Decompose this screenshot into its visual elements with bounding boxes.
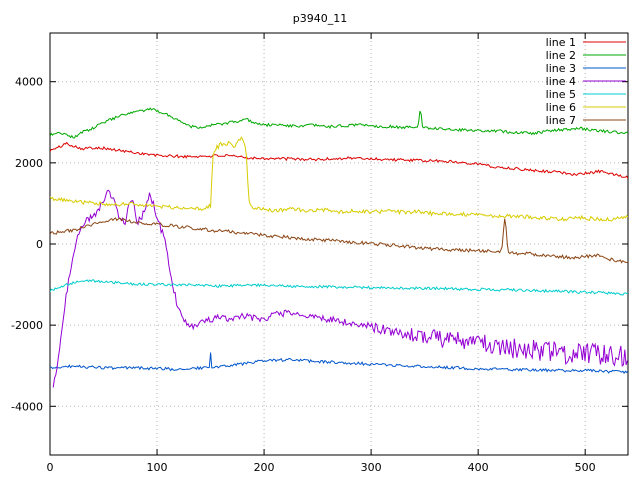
- series-line-1: [50, 141, 628, 179]
- legend-item: line 3: [546, 62, 626, 75]
- legend-label: line 7: [546, 114, 576, 127]
- legend-label: line 4: [546, 75, 576, 88]
- series-line-7: [50, 217, 628, 264]
- legend-item: line 1: [546, 36, 626, 49]
- legend-item: line 4: [546, 75, 626, 88]
- legend-label: line 6: [546, 101, 576, 114]
- y-tick-label: -2000: [11, 319, 43, 332]
- y-tick-label: 0: [36, 238, 43, 251]
- series-line-3: [50, 352, 628, 375]
- chart-title: p3940_11: [292, 12, 348, 25]
- series-line-2: [50, 107, 628, 139]
- x-tick-label: 0: [47, 461, 54, 474]
- grid: [49, 33, 628, 455]
- series-line-5: [50, 279, 628, 296]
- tick-labels: 0 100 200 300 400 500 -4000 -2000 0 2000 4000: [11, 76, 596, 474]
- y-tick-label: 4000: [15, 76, 43, 89]
- legend-label: line 3: [546, 62, 576, 75]
- legend-label: line 1: [546, 36, 576, 49]
- y-tick-label: -4000: [11, 400, 43, 413]
- y-tick-label: 2000: [15, 157, 43, 170]
- axis-ticks: [49, 33, 628, 455]
- legend-label: line 2: [546, 49, 576, 62]
- x-tick-label: 300: [361, 461, 382, 474]
- series-line-4: [52, 189, 628, 388]
- legend-label: line 5: [546, 88, 576, 101]
- legend-item: line 6: [546, 101, 626, 114]
- legend-item: line 7: [546, 114, 626, 127]
- legend-item: line 5: [546, 88, 626, 101]
- x-tick-label: 200: [254, 461, 275, 474]
- x-tick-label: 100: [147, 461, 168, 474]
- legend-item: line 2: [546, 49, 626, 62]
- x-tick-label: 500: [575, 461, 596, 474]
- series-line-6: [50, 136, 628, 222]
- x-tick-label: 400: [468, 461, 489, 474]
